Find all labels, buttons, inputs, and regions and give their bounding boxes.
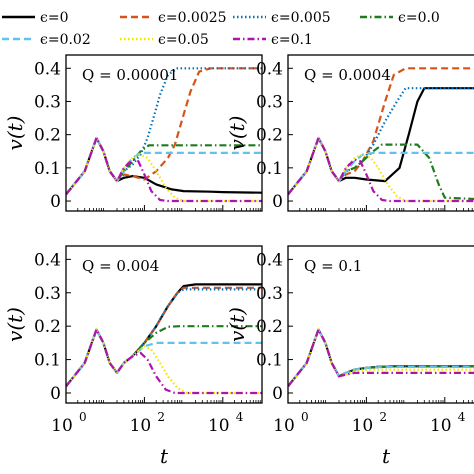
y-tick-label: 0	[50, 192, 61, 212]
x-tick-exp: 4	[236, 410, 244, 424]
x-tick-base: 10	[208, 416, 230, 436]
y-tick-label: 0.2	[34, 126, 61, 146]
series-line	[66, 136, 262, 203]
y-tick-label: 0.4	[256, 250, 283, 270]
y-tick-label: 0	[272, 192, 283, 212]
legend-entry: ϵ=0.005	[233, 10, 331, 26]
panel: 0 0.1 0.2 0.3 0.4 10 0 10 2 10 4 Q = 0.1 v(t) t	[225, 245, 474, 468]
y-tick-label: 0.4	[256, 59, 283, 79]
x-tick-label: 10 0	[51, 410, 86, 436]
series-line	[66, 67, 262, 196]
y-tick-label: 0.3	[256, 92, 283, 112]
legend-entry: ϵ=0.0025	[120, 10, 227, 26]
panel: 0 0.1 0.2 0.3 0.4 Q = 0.0004 v(t)	[225, 54, 474, 212]
y-tick-label: 0.4	[34, 59, 61, 79]
legend-label: ϵ=0.02	[40, 32, 91, 48]
x-tick-label: 10 2	[130, 410, 165, 436]
y-tick-label: 0.3	[256, 284, 283, 304]
legend-label: ϵ=0	[40, 10, 68, 26]
y-tick-label: 0.2	[256, 317, 283, 337]
y-axis-label: v(t)	[225, 307, 249, 342]
panel-label: Q = 0.00001	[82, 66, 178, 84]
series-line	[288, 87, 474, 196]
axes-frame	[287, 245, 474, 404]
legend: ϵ=0 ϵ=0.0025 ϵ=0.005 ϵ=0.0 ϵ=0.02 ϵ=0.05 ϵ=0.1	[2, 10, 440, 48]
y-tick-label: 0	[50, 384, 61, 404]
y-tick-label: 0.3	[34, 92, 61, 112]
series-line	[288, 136, 474, 203]
legend-entry: ϵ=0.1	[233, 32, 313, 48]
panel-label: Q = 0.0004	[304, 66, 391, 84]
legend-label: ϵ=0.05	[158, 32, 209, 48]
y-tick-label: 0	[272, 384, 283, 404]
x-axis-label: t	[160, 444, 169, 468]
x-tick-base: 10	[51, 416, 73, 436]
y-tick-label: 0.2	[34, 317, 61, 337]
series-line	[288, 328, 474, 387]
x-tick-exp: 0	[79, 410, 87, 424]
y-tick-label: 0.2	[256, 126, 283, 146]
axes-frame	[65, 54, 263, 212]
legend-label: ϵ=0.0025	[158, 10, 227, 26]
panel-label: Q = 0.004	[82, 257, 159, 275]
series-line	[288, 87, 474, 196]
x-tick-base: 10	[352, 416, 374, 436]
y-axis-label: v(t)	[3, 116, 27, 151]
x-tick-label: 10 4	[430, 410, 466, 436]
x-tick-base: 10	[273, 416, 295, 436]
y-axis-label: v(t)	[3, 307, 27, 342]
legend-label: ϵ=0.1	[271, 32, 313, 48]
y-tick-label: 0.1	[34, 351, 61, 371]
panel: 0 0.1 0.2 0.3 0.4 10 0 10 2 10 4 Q = 0.004 v(t) t	[3, 245, 263, 468]
series-group	[288, 67, 474, 203]
series-line	[66, 328, 262, 387]
x-tick-exp: 2	[379, 410, 387, 424]
x-axis-label: t	[382, 444, 391, 468]
x-tick-label: 10 0	[273, 410, 308, 436]
x-tick-base: 10	[430, 416, 452, 436]
panels: 0 0.1 0.2 0.3 0.4 Q = 0.00001 v(t) 0 0.1 0.2 0.3 0.…	[3, 54, 474, 468]
x-tick-exp: 0	[301, 410, 309, 424]
legend-label: ϵ=0.0	[398, 10, 440, 26]
legend-label: ϵ=0.005	[271, 10, 331, 26]
y-tick-label: 0.1	[256, 159, 283, 179]
y-tick-label: 0.1	[256, 351, 283, 371]
legend-entry: ϵ=0.0	[360, 10, 440, 26]
series-line	[66, 328, 262, 395]
y-tick-label: 0.3	[34, 284, 61, 304]
series-group	[288, 328, 474, 387]
y-tick-label: 0.4	[34, 250, 61, 270]
y-axis-label: v(t)	[225, 116, 249, 151]
axes-frame	[65, 245, 263, 404]
y-tick-label: 0.1	[34, 159, 61, 179]
panel-label: Q = 0.1	[304, 257, 362, 275]
x-tick-exp: 4	[458, 410, 466, 424]
legend-entry: ϵ=0.05	[120, 32, 209, 48]
legend-entry: ϵ=0.02	[2, 32, 91, 48]
legend-entry: ϵ=0	[2, 10, 68, 26]
series-line	[66, 136, 262, 203]
series-group	[66, 283, 262, 395]
x-tick-exp: 2	[157, 410, 165, 424]
x-tick-label: 10 2	[352, 410, 387, 436]
series-line	[288, 328, 474, 387]
series-line	[288, 136, 474, 203]
series-group	[66, 67, 262, 203]
panel: 0 0.1 0.2 0.3 0.4 Q = 0.00001 v(t)	[3, 54, 263, 212]
x-tick-base: 10	[130, 416, 152, 436]
axes-frame	[287, 54, 474, 212]
x-tick-label: 10 4	[208, 410, 244, 436]
